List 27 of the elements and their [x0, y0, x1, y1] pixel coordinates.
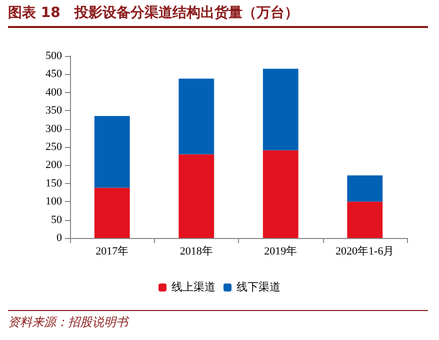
chart-title: 图表 18 投影设备分渠道结构出货量（万台） [8, 4, 428, 28]
y-tick-label: 150 [46, 177, 62, 190]
x-tick-label: 2019年 [264, 246, 298, 258]
x-tick-label: 2018年 [180, 246, 213, 258]
y-tick-label: 350 [46, 104, 62, 117]
y-tick-label: 300 [46, 122, 62, 135]
bar [178, 78, 214, 154]
x-tick-label: 2017年 [96, 246, 129, 258]
y-tick-label: 50 [51, 214, 62, 226]
bar [94, 188, 130, 238]
bar [178, 154, 214, 238]
y-tick-label: 400 [46, 86, 62, 98]
bar [94, 116, 130, 188]
bar [347, 175, 383, 202]
y-tick-label: 100 [46, 196, 62, 208]
y-tick-label: 500 [46, 50, 62, 62]
x-tick-label: 2020年1-6月 [336, 246, 394, 258]
bar [262, 150, 298, 238]
bar [262, 68, 298, 150]
legend-label: 线下渠道 [236, 280, 280, 294]
y-tick-label: 450 [46, 68, 62, 80]
y-tick-label: 0 [56, 232, 62, 244]
y-tick-label: 200 [46, 159, 62, 172]
y-tick-label: 250 [46, 141, 62, 153]
text: 资料来源：招股说明书 [8, 310, 428, 331]
legend-label: 线上渠道 [172, 280, 216, 294]
bar [347, 202, 383, 238]
